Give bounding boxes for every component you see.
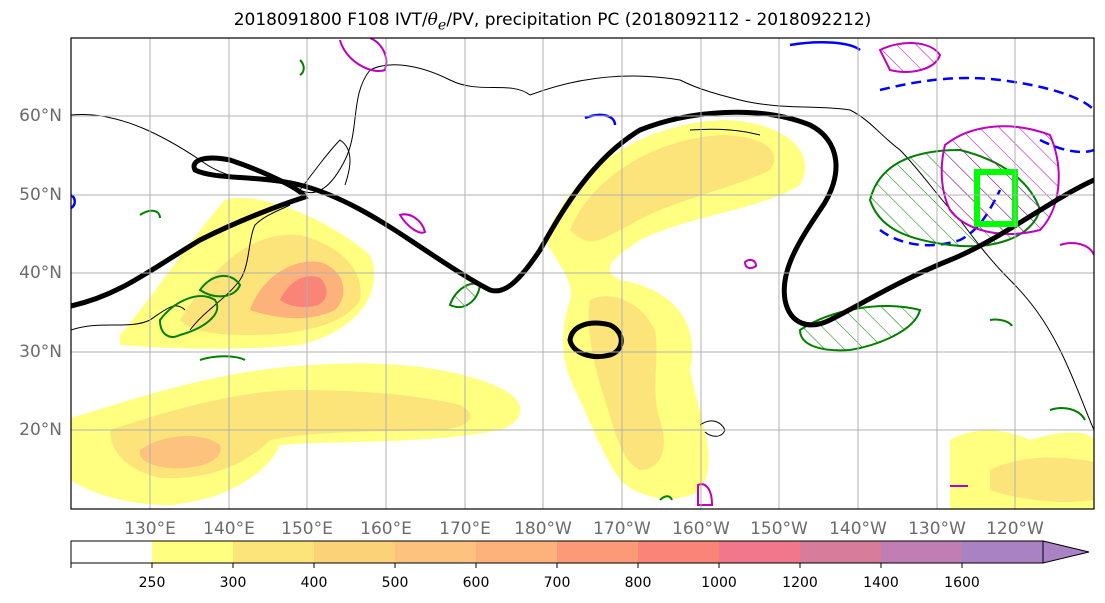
lon-label: 160°W	[672, 519, 730, 539]
theta-e-japan	[158, 295, 219, 338]
precip-contours	[339, 38, 1094, 506]
lon-label: 140°E	[203, 519, 255, 539]
colorbar-tick-label: 400	[300, 575, 328, 591]
theta-e-small-1	[139, 209, 161, 219]
title-theta-subscript: e	[437, 17, 447, 34]
hatch-green-mid	[798, 305, 922, 352]
theta-e-small-2	[299, 59, 305, 76]
coast-asia-northeast	[71, 64, 531, 194]
theta-e-east	[1049, 407, 1086, 421]
lon-label: 150°W	[750, 519, 808, 539]
lon-label: 180°W	[514, 519, 572, 539]
hatch-magenta-north	[878, 42, 942, 73]
lat-label: 30°N	[19, 342, 62, 362]
lon-label: 150°E	[281, 519, 333, 539]
colorbar-tick-label: 1400	[863, 575, 899, 591]
lon-label: 170°E	[439, 519, 491, 539]
colorbar-tick-label: 500	[381, 575, 409, 591]
colorbar-tick-label: 600	[462, 575, 490, 591]
title-prefix: 2018091800 F108 IVT/	[233, 10, 428, 30]
colorbar-tick-label: 700	[543, 575, 571, 591]
hatch-magenta-east	[940, 125, 1060, 235]
coast-aleutians	[689, 128, 761, 136]
precip-contour-north	[339, 38, 388, 72]
lat-label: 60°N	[19, 106, 62, 126]
theta-e-east-2	[989, 318, 1013, 327]
coast-kamchatka	[299, 139, 351, 191]
ivt-shading	[71, 120, 1094, 509]
title-theta: θ	[427, 10, 438, 30]
lon-label: 140°W	[829, 519, 887, 539]
ivt-central-band-inner	[570, 135, 775, 242]
pv-contour-north	[789, 41, 861, 52]
colorbar-tick-label: 1600	[944, 575, 980, 591]
theta-e-kuril	[198, 275, 242, 298]
pv-contour-west	[71, 193, 76, 210]
colorbar-tick-label: 1200	[782, 575, 818, 591]
lat-label: 20°N	[19, 420, 62, 440]
colorbar-tick-label: 800	[624, 575, 652, 591]
precip-contour-bering	[398, 213, 427, 234]
theta-e-contours	[139, 59, 1086, 501]
ivt-plume-japan-max	[280, 276, 327, 308]
theta-e-hawaii	[659, 495, 673, 501]
lon-label: 120°W	[986, 519, 1044, 539]
precip-contour-east	[1059, 242, 1094, 256]
ivt-tropical-band-core	[139, 435, 221, 469]
lat-label: 50°N	[19, 185, 62, 205]
map-frame	[70, 37, 1095, 510]
colorbar-tick-label: 300	[219, 575, 247, 591]
gridlines	[71, 38, 1094, 509]
colorbar-tick-label: 250	[138, 575, 166, 591]
lon-label: 130°W	[908, 519, 966, 539]
coast-alaska	[529, 75, 1094, 431]
jet-cutoff-low	[567, 320, 624, 359]
lon-label: 160°E	[360, 519, 412, 539]
colorbar-tick-label: 1000	[701, 575, 737, 591]
title-suffix: /PV, precipitation PC (2018092112 - 2018…	[446, 10, 872, 30]
precip-contour-small	[743, 258, 758, 270]
coastlines	[71, 64, 1094, 437]
ivt-east-subtropics-inner	[990, 457, 1094, 502]
lat-label: 40°N	[19, 263, 62, 283]
ivt-central-band-lower	[588, 296, 664, 470]
jet-contours	[71, 109, 1094, 359]
pv-contour-ne	[879, 76, 1094, 111]
jet-main	[71, 109, 1094, 328]
coast-japan	[189, 204, 291, 331]
lon-label: 130°E	[124, 519, 176, 539]
theta-e-west-2	[199, 355, 246, 361]
lon-label: 170°W	[593, 519, 651, 539]
map-title: 2018091800 F108 IVT/θe/PV, precipitation…	[0, 10, 1105, 33]
